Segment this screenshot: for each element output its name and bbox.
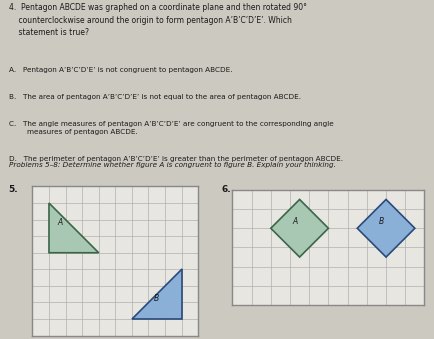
Text: A.   Pentagon A’B’C’D’E’ is not congruent to pentagon ABCDE.: A. Pentagon A’B’C’D’E’ is not congruent … [9, 67, 232, 73]
Text: A: A [291, 217, 296, 226]
Text: Problems 5–8: Determine whether figure A is congruent to figure B. Explain your : Problems 5–8: Determine whether figure A… [9, 162, 335, 168]
Polygon shape [270, 199, 328, 257]
Polygon shape [132, 269, 181, 319]
Text: A: A [57, 218, 62, 226]
Text: B: B [153, 294, 158, 303]
Text: 6.: 6. [221, 185, 231, 194]
Text: D.   The perimeter of pentagon A’B’C’D’E’ is greater than the perimeter of penta: D. The perimeter of pentagon A’B’C’D’E’ … [9, 156, 342, 162]
Polygon shape [49, 203, 99, 253]
Text: C.   The angle measures of pentagon A’B’C’D’E’ are congruent to the correspondin: C. The angle measures of pentagon A’B’C’… [9, 121, 333, 135]
Text: B: B [378, 217, 383, 226]
Polygon shape [356, 199, 414, 257]
Text: B.   The area of pentagon A’B’C’D’E’ is not equal to the area of pentagon ABCDE.: B. The area of pentagon A’B’C’D’E’ is no… [9, 94, 300, 100]
Text: 4.  Pentagon ABCDE was graphed on a coordinate plane and then rotated 90°
    co: 4. Pentagon ABCDE was graphed on a coord… [9, 3, 306, 37]
Text: 5.: 5. [9, 185, 18, 194]
